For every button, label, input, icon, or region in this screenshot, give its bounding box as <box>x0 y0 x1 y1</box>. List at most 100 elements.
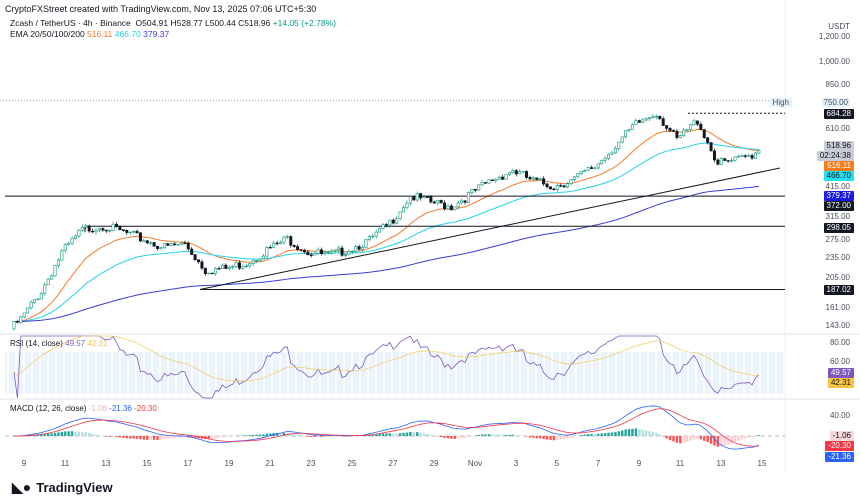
candle <box>135 231 139 234</box>
candle <box>296 246 300 250</box>
price-tick: 235.00 <box>825 253 850 262</box>
macd-histogram-bar <box>556 436 559 440</box>
macd-histogram-bar <box>586 434 590 436</box>
macd-histogram-bar <box>733 436 737 443</box>
macd-histogram-bar <box>385 433 388 436</box>
rsi-ma-tag: 42.31 <box>827 378 854 388</box>
date-tick: 27 <box>388 459 398 468</box>
date-tick: 15 <box>142 459 152 468</box>
candle <box>224 264 228 269</box>
date-tick: 15 <box>757 459 767 468</box>
macd-histogram-bar <box>603 433 607 436</box>
macd-histogram-bar <box>672 436 675 442</box>
rsi-line <box>13 335 760 399</box>
candle <box>326 251 330 254</box>
macd-histogram-bar <box>327 436 330 437</box>
candle <box>579 171 583 174</box>
candle <box>607 153 611 159</box>
price-tick: 315.00 <box>825 212 850 221</box>
candle <box>504 174 508 180</box>
candle <box>521 171 525 173</box>
macd-histogram-bar <box>610 432 614 436</box>
macd-hist-tag: -1.06 <box>829 431 854 441</box>
candle <box>446 205 450 210</box>
macd-histogram-bar <box>597 433 600 436</box>
macd-histogram-bar <box>40 434 43 436</box>
candle <box>675 130 679 138</box>
macd-histogram-bar <box>641 429 644 436</box>
macd-histogram-bar <box>566 436 569 439</box>
candle <box>272 242 276 248</box>
candle <box>60 250 64 261</box>
candle <box>398 211 402 220</box>
macd-histogram-bar <box>323 436 327 437</box>
macd-histogram-bar <box>176 436 180 438</box>
candle <box>600 160 604 165</box>
price-tick: 143.00 <box>825 321 850 330</box>
date-tick: 9 <box>636 459 642 468</box>
candle <box>323 252 327 254</box>
candle <box>678 135 682 138</box>
candle <box>654 115 658 118</box>
macd-histogram-bar <box>115 436 118 438</box>
candle <box>566 183 570 188</box>
macd-histogram-bar <box>111 436 115 437</box>
macd-label: MACD (12, 26, close) <box>10 404 87 413</box>
candle <box>101 228 105 231</box>
macd-legend[interactable]: MACD (12, 26, close) -1.06 -21.36 -20.30 <box>10 404 157 413</box>
macd-histogram-bar <box>316 436 320 437</box>
macd-histogram-bar <box>532 436 535 438</box>
candle <box>736 155 740 158</box>
candle <box>149 242 153 244</box>
ema20-line <box>13 129 759 323</box>
candle <box>220 264 224 270</box>
candle <box>173 243 177 246</box>
candle <box>108 230 112 232</box>
candle <box>419 193 423 199</box>
ema-legend[interactable]: EMA 20/50/100/200 516.11 466.70 379.37 <box>10 29 169 39</box>
candle <box>179 242 183 245</box>
macd-histogram-bar <box>457 436 460 439</box>
macd-histogram-bar <box>224 436 228 437</box>
candle <box>562 185 566 188</box>
candle <box>340 247 344 256</box>
candle <box>279 241 283 244</box>
rsi-band <box>5 352 785 394</box>
candle <box>347 251 351 255</box>
ema20-tag: 516.11 <box>824 161 854 171</box>
symbol-legend[interactable]: Zcash / TetherUS · 4h · Binance O504.91 … <box>10 18 336 28</box>
candle <box>689 124 693 130</box>
candle <box>357 246 361 250</box>
macd-histogram-bar <box>545 436 549 440</box>
price-tick: 205.00 <box>825 273 850 282</box>
macd-histogram-bar <box>91 433 94 436</box>
candle <box>292 244 296 247</box>
candle <box>425 196 429 198</box>
rsi-legend[interactable]: RSI (14, close) 49.57 42.31 <box>10 339 107 348</box>
price-tick: 161.00 <box>825 303 850 312</box>
candle <box>405 202 409 208</box>
macd-histogram-bar <box>43 433 46 436</box>
price-tick: 275.00 <box>825 235 850 244</box>
ohlc-low: L500.44 <box>205 18 236 28</box>
macd-histogram-bar <box>443 436 446 438</box>
macd-histogram-bar <box>600 433 603 436</box>
candle <box>733 156 737 161</box>
candle <box>408 196 412 204</box>
rsi-tick-60: 60.00 <box>829 357 850 366</box>
candle <box>651 116 655 118</box>
macd-histogram-bar <box>562 436 566 440</box>
macd-histogram-bar <box>511 434 515 436</box>
macd-histogram-bar <box>665 436 668 439</box>
candle <box>241 266 245 269</box>
macd-histogram-bar <box>651 432 655 436</box>
candle <box>596 163 600 169</box>
macd-histogram-bar <box>193 436 197 439</box>
candle <box>388 219 392 226</box>
macd-histogram-bar <box>638 429 641 436</box>
candle <box>429 196 433 203</box>
candle <box>285 236 289 238</box>
candle <box>589 167 593 169</box>
date-tick: 13 <box>716 459 726 468</box>
